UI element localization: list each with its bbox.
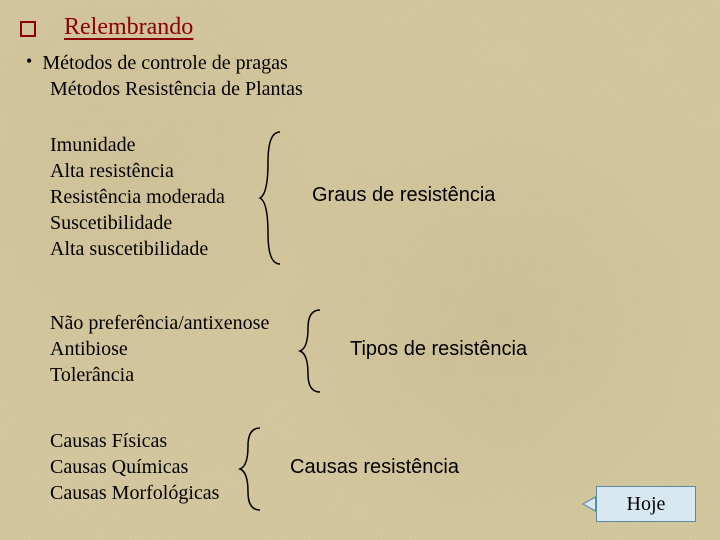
title-row: Relembrando bbox=[20, 14, 193, 41]
list-item: Imunidade bbox=[50, 132, 225, 158]
group-causas: Causas Físicas Causas Químicas Causas Mo… bbox=[50, 428, 219, 506]
subheading: Métodos Resistência de Plantas bbox=[50, 78, 303, 101]
hoje-label: Hoje bbox=[627, 493, 666, 516]
list-item: Suscetibilidade bbox=[50, 210, 225, 236]
list-item: Causas Morfológicas bbox=[50, 480, 219, 506]
bullet-dot-icon: • bbox=[26, 50, 32, 72]
hoje-callout: Hoje bbox=[596, 486, 696, 522]
slide: Relembrando • Métodos de controle de pra… bbox=[0, 0, 720, 540]
bullet-row: • Métodos de controle de pragas bbox=[26, 50, 288, 76]
group-tipos: Não preferência/antixenose Antibiose Tol… bbox=[50, 310, 269, 388]
list-item: Causas Físicas bbox=[50, 428, 219, 454]
group-label: Tipos de resistência bbox=[350, 338, 527, 361]
list-item: Alta suscetibilidade bbox=[50, 236, 225, 262]
brace-icon bbox=[258, 128, 298, 268]
list-item: Tolerância bbox=[50, 362, 269, 388]
slide-title: Relembrando bbox=[64, 14, 193, 41]
square-bullet-icon bbox=[20, 21, 36, 37]
list-item: Não preferência/antixenose bbox=[50, 310, 269, 336]
brace-icon bbox=[238, 424, 278, 514]
bullet-text: Métodos de controle de pragas bbox=[42, 50, 287, 76]
list-item: Antibiose bbox=[50, 336, 269, 362]
list-item: Alta resistência bbox=[50, 158, 225, 184]
group-label: Causas resistência bbox=[290, 456, 459, 479]
list-item: Causas Químicas bbox=[50, 454, 219, 480]
group-label: Graus de resistência bbox=[312, 184, 495, 207]
brace-icon bbox=[298, 306, 338, 396]
group-graus: Imunidade Alta resistência Resistência m… bbox=[50, 132, 225, 262]
arrow-left-icon bbox=[582, 496, 596, 512]
list-item: Resistência moderada bbox=[50, 184, 225, 210]
